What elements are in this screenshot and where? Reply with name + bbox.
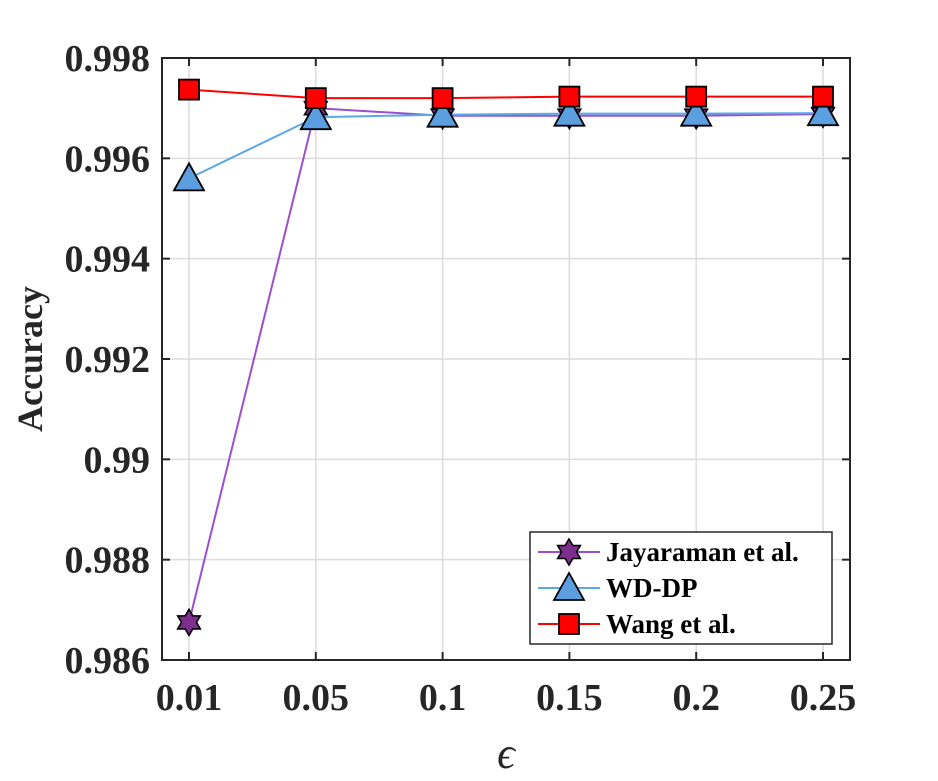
legend-entry: Wang et al. (538, 609, 736, 639)
legend-label: WD-DP (606, 573, 697, 603)
y-tick-label: 0.998 (65, 38, 151, 80)
x-tick-label: 0.15 (536, 677, 603, 719)
x-axis-label: ϵ (497, 729, 517, 778)
data-point-marker (685, 85, 708, 108)
legend: Jayaraman et al. WD-DP Wang et al. (529, 531, 833, 645)
x-tick-label: 0.05 (283, 677, 350, 719)
data-point-marker (812, 85, 834, 108)
data-point-marker (552, 96, 586, 127)
series-3 (178, 78, 834, 110)
y-tick-label: 0.994 (65, 239, 151, 281)
data-point-marker (304, 87, 327, 110)
y-tick-label: 0.992 (65, 339, 151, 381)
data-point-marker (426, 97, 460, 128)
y-tick-label: 0.988 (65, 540, 151, 582)
data-point-marker (806, 96, 840, 127)
legend-marker (552, 571, 586, 601)
series-line (188, 107, 824, 623)
x-tick-label: 0.2 (672, 677, 720, 719)
data-point-marker (178, 78, 200, 101)
data-point-marker (299, 100, 333, 131)
series-2 (172, 96, 840, 192)
legend-marker (558, 613, 580, 635)
x-tick-labels: 0.01 0.05 0.1 0.15 0.2 0.25 (156, 677, 857, 719)
series-layer (172, 78, 840, 637)
y-tick-labels: 0.986 0.988 0.99 0.992 0.994 0.996 0.998 (65, 38, 151, 682)
y-tick-label: 0.996 (65, 138, 151, 180)
series-line (188, 88, 823, 100)
axis-ticks (162, 57, 850, 661)
x-tick-label: 0.25 (790, 677, 857, 719)
y-axis-label: Accuracy (10, 286, 50, 432)
data-point-marker (172, 161, 206, 192)
data-point-marker (431, 87, 454, 110)
legend-label: Jayaraman et al. (606, 537, 799, 567)
legend-marker (556, 537, 582, 567)
data-point-marker (558, 85, 581, 108)
x-tick-label: 0.01 (156, 677, 223, 719)
legend-entry: Jayaraman et al. (538, 537, 799, 567)
x-tick-label: 0.1 (419, 677, 467, 719)
data-point-marker (176, 607, 202, 637)
y-tick-label: 0.986 (65, 640, 151, 682)
series-line (188, 112, 824, 180)
legend-label: Wang et al. (606, 609, 736, 639)
y-tick-label: 0.99 (84, 439, 151, 481)
legend-entry: WD-DP (538, 571, 697, 603)
data-point-marker (679, 96, 713, 127)
